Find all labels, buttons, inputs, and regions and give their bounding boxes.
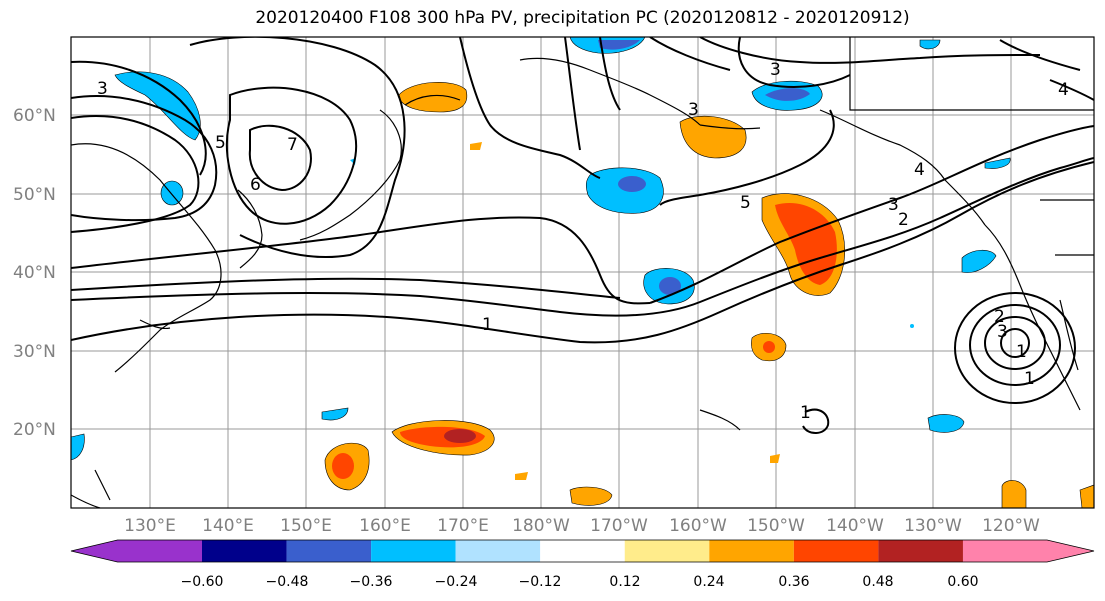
colorbar-tick-label: 0.12 bbox=[609, 574, 640, 590]
contour-label: 3 bbox=[770, 60, 781, 80]
contour-labels: 3 7 6 5 5 3 3 3 2 1 4 4 1 1 2 3 1 bbox=[97, 60, 1069, 423]
latitude-labels: 60°N 50°N 40°N 30°N 20°N bbox=[13, 106, 56, 440]
colorbar-segment bbox=[71, 540, 202, 562]
colorbar-tick-label: −0.48 bbox=[266, 574, 309, 590]
lon-label: 170°E bbox=[437, 516, 489, 536]
plot-frame bbox=[70, 36, 1095, 509]
lon-label: 180°W bbox=[512, 516, 570, 536]
negative-precip-areas bbox=[71, 37, 1011, 461]
lon-label: 130°E bbox=[124, 516, 176, 536]
colorbar-outline bbox=[70, 539, 1095, 563]
positive-precip-areas bbox=[324, 82, 1094, 508]
colorbar-tick-label: 0.60 bbox=[947, 574, 978, 590]
lon-label: 160°E bbox=[359, 516, 411, 536]
contour-label: 2 bbox=[898, 210, 909, 230]
longitude-labels: 130°E 140°E 150°E 160°E 170°E 180°W 170°… bbox=[124, 516, 1040, 536]
lon-label: 130°W bbox=[904, 516, 962, 536]
contour-label: 1 bbox=[482, 315, 493, 335]
lon-label: 150°E bbox=[280, 516, 332, 536]
contour-label: 1 bbox=[1024, 369, 1035, 389]
lat-label-50n: 50°N bbox=[13, 185, 56, 205]
colorbar-tick-labels: −0.60 −0.48 −0.36 −0.24 −0.12 0.12 0.24 … bbox=[181, 574, 979, 590]
contour-label: 3 bbox=[997, 322, 1008, 342]
colorbar-segment bbox=[540, 540, 625, 562]
colorbar-segment bbox=[709, 540, 794, 562]
colorbar-tick-label: −0.12 bbox=[519, 574, 562, 590]
map-title: 2020120400 F108 300 hPa PV, precipitatio… bbox=[255, 8, 910, 28]
lon-label: 150°W bbox=[747, 516, 805, 536]
lon-label: 140°E bbox=[202, 516, 254, 536]
contour-label: 2 bbox=[994, 307, 1005, 327]
colorbar-tick-label: 0.36 bbox=[778, 574, 809, 590]
contour-label: 5 bbox=[215, 133, 226, 153]
lon-label: 140°W bbox=[826, 516, 884, 536]
colorbar-segment bbox=[878, 540, 963, 562]
contour-label: 4 bbox=[1058, 80, 1069, 100]
contour-label: 1 bbox=[1016, 342, 1027, 362]
lat-label-60n: 60°N bbox=[13, 106, 56, 126]
colorbar-segment bbox=[793, 540, 879, 562]
colorbar-tick-label: −0.60 bbox=[181, 574, 224, 590]
colorbar-tick-label: −0.24 bbox=[435, 574, 478, 590]
colorbar bbox=[70, 539, 1095, 563]
contour-label: 7 bbox=[287, 135, 298, 155]
contour-label: 6 bbox=[250, 175, 261, 195]
contour-label: 3 bbox=[688, 100, 699, 120]
colorbar-tick-label: −0.36 bbox=[350, 574, 393, 590]
lat-label-40n: 40°N bbox=[13, 263, 56, 283]
colorbar-tick-label: 0.48 bbox=[862, 574, 893, 590]
contour-label: 3 bbox=[888, 195, 899, 215]
lon-label: 160°W bbox=[669, 516, 727, 536]
contour-label: 3 bbox=[97, 79, 108, 99]
lat-label-20n: 20°N bbox=[13, 420, 56, 440]
colorbar-segment bbox=[371, 540, 456, 562]
colorbar-segment bbox=[286, 540, 372, 562]
contour-label: 1 bbox=[800, 403, 811, 423]
colorbar-segment bbox=[624, 540, 710, 562]
gridlines bbox=[71, 37, 1094, 508]
colorbar-segment bbox=[963, 540, 1094, 562]
coastlines bbox=[71, 37, 1094, 508]
contour-label: 4 bbox=[914, 160, 925, 180]
lat-label-30n: 30°N bbox=[13, 342, 56, 362]
lon-label: 120°W bbox=[982, 516, 1040, 536]
colorbar-segment bbox=[202, 540, 287, 562]
colorbar-segment bbox=[455, 540, 541, 562]
contour-label: 5 bbox=[740, 193, 751, 213]
colorbar-tick-label: 0.24 bbox=[693, 574, 724, 590]
lon-label: 170°W bbox=[590, 516, 648, 536]
pv-contours bbox=[71, 37, 1094, 434]
